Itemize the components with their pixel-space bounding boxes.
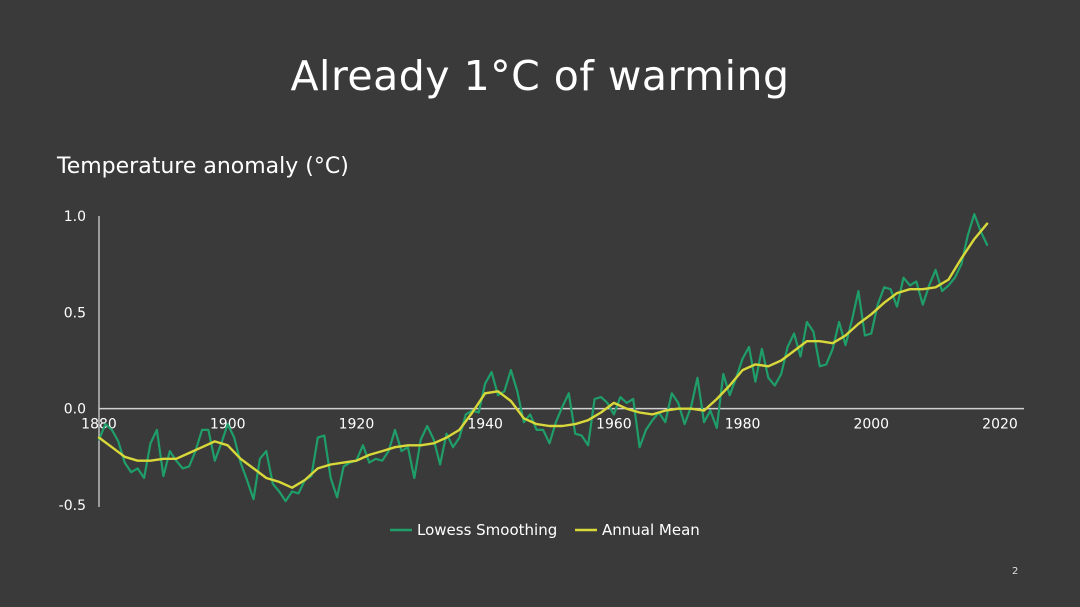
chart-legend: Lowess Smoothing Annual Mean xyxy=(390,521,700,539)
x-tick-label: 1880 xyxy=(81,417,117,433)
legend-label: Annual Mean xyxy=(602,521,700,539)
series-line-lowess-smoothing xyxy=(97,213,989,503)
chart-title: Temperature anomaly (°C) xyxy=(57,154,349,179)
slide-title: Already 1°C of warming xyxy=(290,52,790,100)
y-tick-label: 1.0 xyxy=(64,209,86,225)
x-tick-label: 2020 xyxy=(982,417,1018,433)
y-tick-label: 0.5 xyxy=(64,305,86,321)
y-tick-label: -0.5 xyxy=(59,498,86,514)
x-tick-label: 2000 xyxy=(853,417,889,433)
y-tick-label: 0.0 xyxy=(64,402,86,418)
x-tick-label: 1920 xyxy=(339,417,375,433)
x-tick-label: 1980 xyxy=(725,417,761,433)
series-line-annual-mean xyxy=(97,222,989,489)
chart-series xyxy=(97,213,989,503)
x-tick-label: 1940 xyxy=(467,417,503,433)
slide-number: 2 xyxy=(1012,566,1019,577)
x-tick-label: 1960 xyxy=(596,417,632,433)
legend-label: Lowess Smoothing xyxy=(417,521,557,539)
